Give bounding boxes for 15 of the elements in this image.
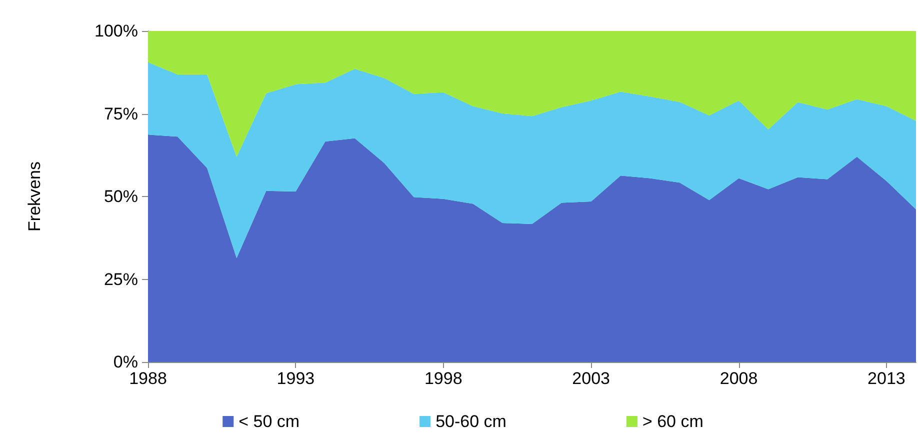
x-tick-label: 1998 <box>424 369 462 388</box>
x-tick-label: 2003 <box>572 369 610 388</box>
legend-label: > 60 cm <box>642 412 704 431</box>
legend-label: < 50 cm <box>238 412 300 431</box>
y-tick-label: 100% <box>94 22 138 40</box>
y-axis-title: Frekvens <box>25 162 44 232</box>
x-tick-label: 2008 <box>720 369 758 388</box>
x-tick-label: 1988 <box>129 369 167 388</box>
x-tick-label: 1993 <box>276 369 315 388</box>
y-tick-label: 25% <box>104 270 138 289</box>
y-tick-label: 0% <box>113 352 138 372</box>
legend-label: 50-60 cm <box>436 412 506 431</box>
y-tick-label: 75% <box>104 104 138 124</box>
y-tick-label: 50% <box>104 187 138 206</box>
x-tick-label: 2013 <box>868 369 906 388</box>
